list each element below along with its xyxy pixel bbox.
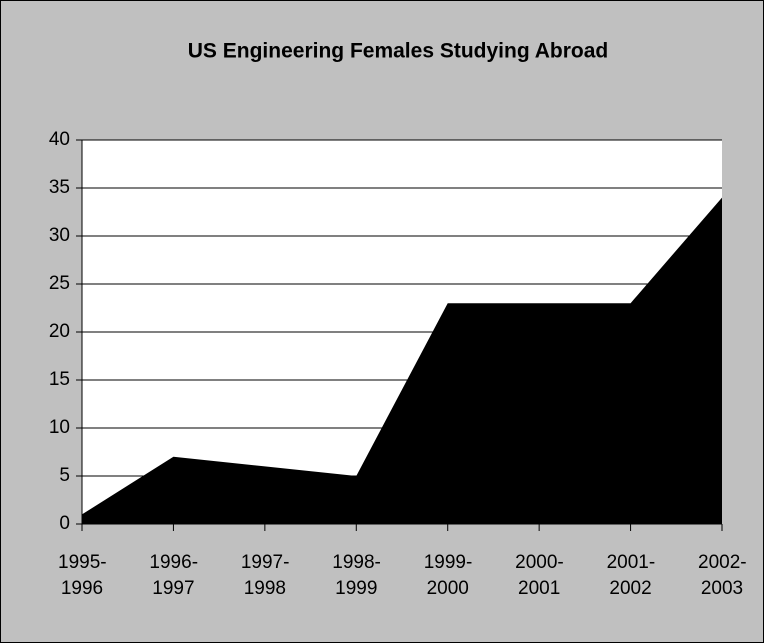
x-tick-label: 1997-1998 xyxy=(240,552,290,599)
y-tick-label: 35 xyxy=(49,177,70,198)
chart-title: US Engineering Females Studying Abroad xyxy=(188,40,608,63)
x-tick-label: 2001-2002 xyxy=(606,552,656,599)
area xyxy=(82,197,722,524)
x-tick-label: 2002-2003 xyxy=(698,552,747,599)
y-tick-label: 0 xyxy=(59,513,70,534)
x-tick-label: 1999-2000 xyxy=(423,552,473,599)
y-tick-label: 25 xyxy=(49,273,70,294)
y-tick-label: 20 xyxy=(49,321,70,342)
y-tick-label: 40 xyxy=(49,129,70,150)
y-tick-label: 30 xyxy=(49,225,70,246)
y-tick-label: 10 xyxy=(49,417,70,438)
x-tick-label: 1995-1996 xyxy=(58,552,107,599)
x-tick-label: 1996-1997 xyxy=(149,552,199,599)
x-tick-label: 1998-1999 xyxy=(332,552,381,599)
y-tick-label: 15 xyxy=(49,369,70,390)
y-tick-label: 5 xyxy=(59,465,70,486)
x-tick-label: 2000-2001 xyxy=(515,552,564,599)
